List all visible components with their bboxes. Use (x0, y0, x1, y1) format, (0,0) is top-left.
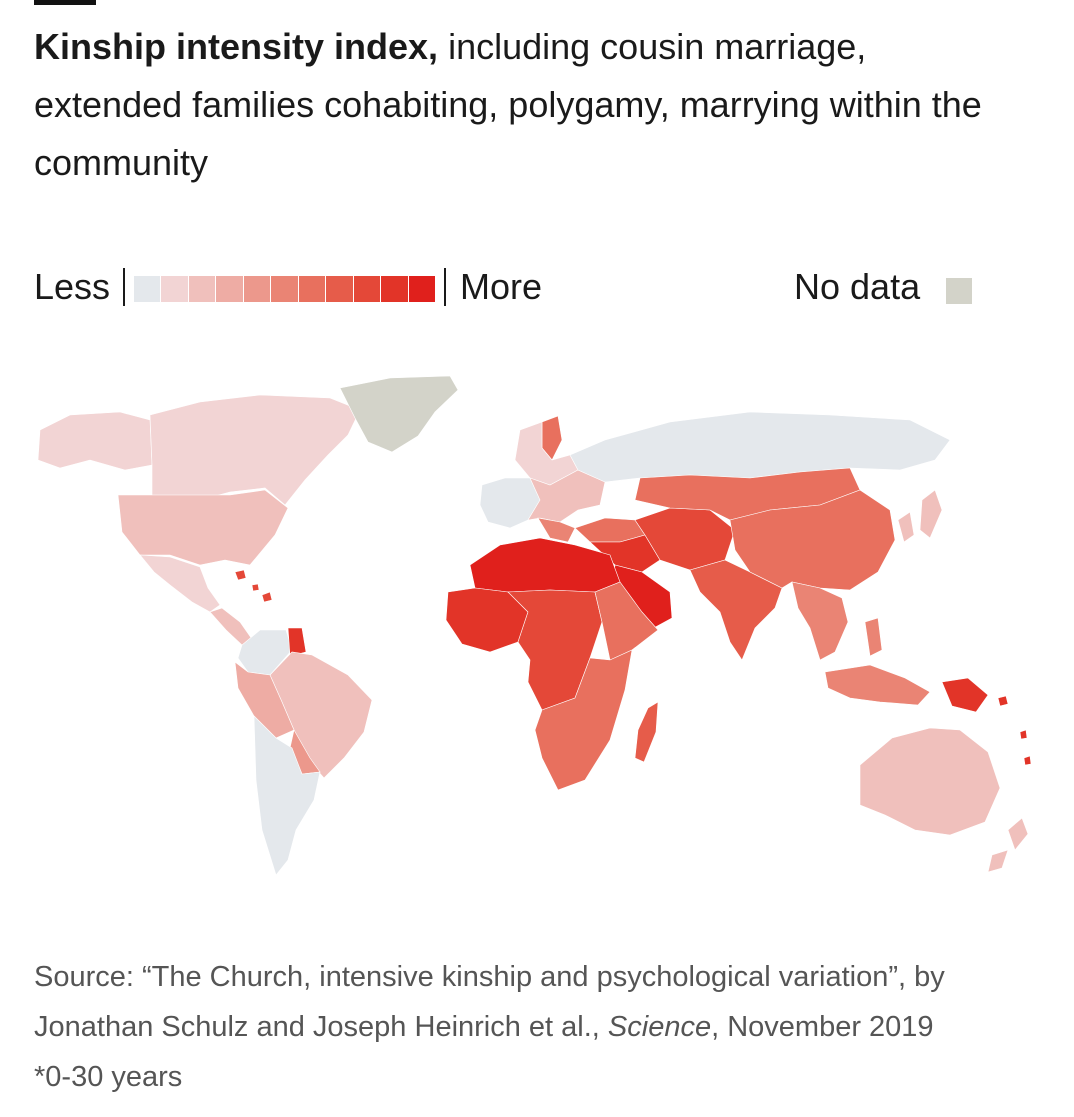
Balkans (537, 517, 576, 543)
legend-scale-step (326, 276, 353, 302)
Pacific islands (997, 695, 1032, 766)
Russia (569, 411, 951, 483)
legend-scale-step (353, 276, 381, 302)
legend-less-label: Less (34, 266, 111, 307)
legend-scale-step (216, 276, 243, 302)
legend-more-label: More (460, 266, 543, 307)
legend-scale-step (381, 276, 408, 302)
source-footnote: *0-30 years (34, 1061, 183, 1093)
source-note: Source: “The Church, intensive kinship a… (34, 952, 1044, 1102)
legend-tick-right (444, 268, 446, 306)
Alaska (37, 411, 153, 471)
Papua New Guinea (941, 677, 989, 713)
top-rule (34, 0, 96, 5)
Southern Africa (534, 649, 633, 791)
legend: Less More No data (34, 262, 1044, 314)
legend-scale-step (243, 276, 271, 302)
Mainland Southeast Asia (791, 581, 849, 661)
legend-gradient-bar (134, 276, 436, 302)
title-rest: including cousin marriage, extended fami… (34, 26, 982, 183)
China (729, 489, 896, 591)
legend-no-data-swatch (946, 278, 972, 304)
Southern & Eastern Europe (527, 469, 606, 523)
Indonesia & Philippines (824, 617, 931, 706)
title-bold: Kinship intensity index, (34, 26, 439, 67)
Greenland (339, 375, 459, 453)
South Asia (689, 559, 783, 661)
Caribbean (234, 569, 273, 603)
legend-scale-step (161, 276, 188, 302)
Western Europe (479, 477, 541, 529)
Guyana & Suriname (287, 627, 307, 657)
Australia (859, 727, 1001, 836)
legend-scale-step (271, 276, 298, 302)
New Zealand (987, 817, 1029, 873)
Colombia & Venezuela (237, 629, 293, 676)
chart-title: Kinship intensity index, including cousi… (34, 18, 1024, 192)
Canada (149, 394, 361, 506)
source-journal: Science (607, 1011, 712, 1043)
world-map-svg (37, 375, 1032, 876)
Korea & Japan (897, 489, 943, 543)
Mexico (139, 554, 221, 613)
legend-scale-step (188, 276, 216, 302)
legend-no-data-label: No data (794, 266, 921, 307)
Argentina & Chile (253, 715, 321, 876)
source-line-1: Source: “The Church, intensive kinship a… (34, 961, 945, 993)
source-line-2: Jonathan Schulz and Joseph Heinrich et a… (34, 1002, 1044, 1052)
legend-scale-step (408, 276, 435, 302)
source-authors: Jonathan Schulz and Joseph Heinrich et a… (34, 1011, 608, 1043)
legend-tick-left (123, 268, 125, 306)
world-map (30, 360, 1060, 900)
Madagascar (634, 701, 659, 763)
Central America (209, 607, 255, 646)
legend-scale-step (298, 276, 326, 302)
Horn of Africa (594, 581, 659, 661)
legend-scale-step (134, 276, 161, 302)
source-date: , November 2019 (711, 1011, 934, 1043)
United States (117, 489, 289, 566)
